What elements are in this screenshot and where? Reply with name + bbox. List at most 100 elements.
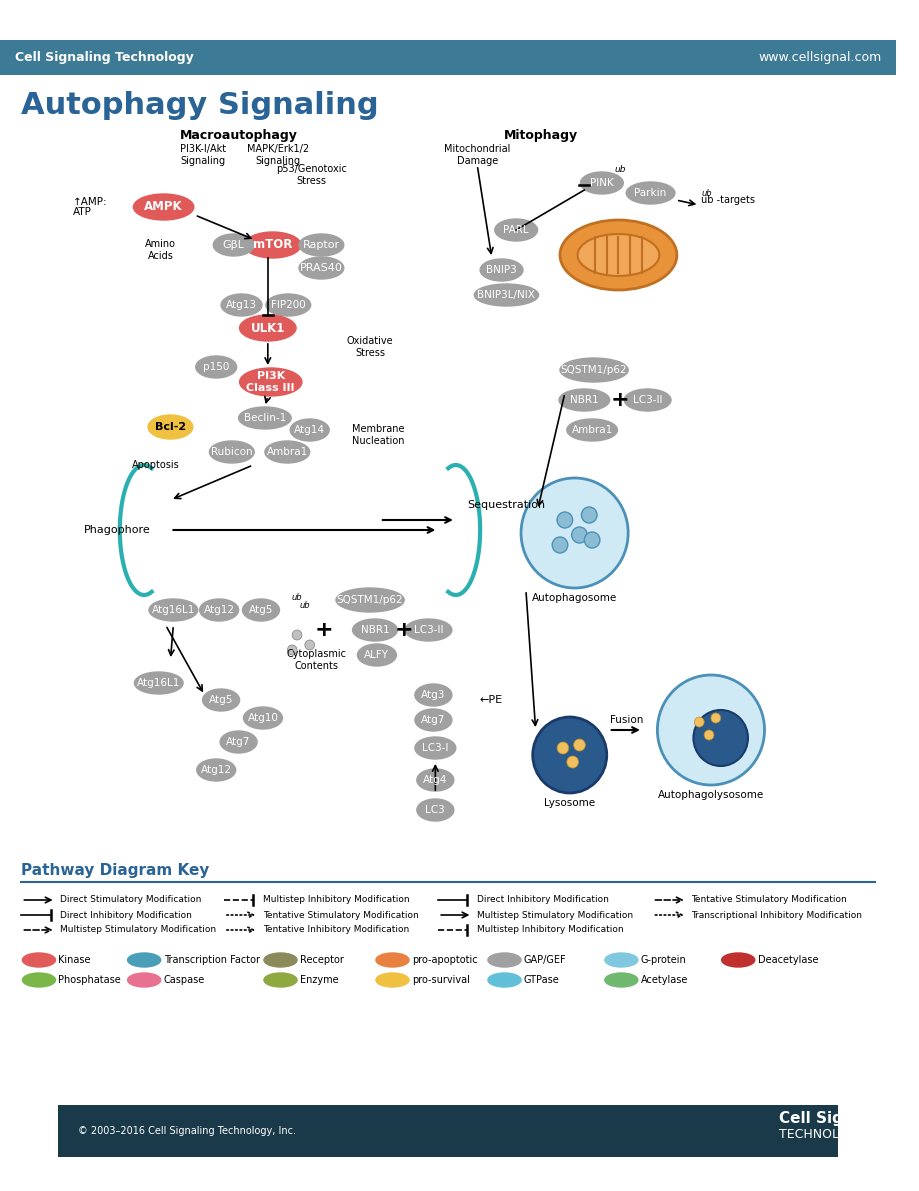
- Text: Atg12: Atg12: [200, 765, 232, 775]
- Text: Mitochondrial
Damage: Mitochondrial Damage: [444, 144, 510, 166]
- Text: Autophagosome: Autophagosome: [531, 593, 617, 603]
- Ellipse shape: [560, 358, 628, 382]
- Ellipse shape: [487, 953, 520, 967]
- Text: Atg7: Atg7: [226, 737, 251, 747]
- Text: ALFY: ALFY: [364, 650, 389, 660]
- Text: PI3K-I/Akt
Signaling: PI3K-I/Akt Signaling: [179, 144, 225, 166]
- Circle shape: [694, 717, 703, 727]
- Text: mTOR: mTOR: [253, 238, 292, 251]
- Text: Cytoplasmic
Contents: Cytoplasmic Contents: [286, 649, 346, 671]
- Text: Autophagy Signaling: Autophagy Signaling: [21, 91, 379, 119]
- Ellipse shape: [480, 258, 522, 281]
- Text: p150: p150: [203, 362, 229, 372]
- Text: ATP: ATP: [73, 207, 92, 217]
- Text: GAP/GEF: GAP/GEF: [524, 955, 566, 965]
- Circle shape: [557, 512, 572, 528]
- Text: GβL: GβL: [222, 241, 244, 250]
- Text: Deacetylase: Deacetylase: [757, 955, 817, 965]
- Circle shape: [287, 646, 297, 655]
- Circle shape: [292, 630, 301, 640]
- Bar: [0, 40, 895, 75]
- Ellipse shape: [133, 194, 194, 220]
- Ellipse shape: [720, 953, 754, 967]
- Circle shape: [566, 756, 578, 768]
- Text: ub: ub: [614, 166, 626, 175]
- Text: Atg5: Atg5: [248, 605, 273, 615]
- Text: AMPK: AMPK: [144, 200, 183, 213]
- Text: Raptor: Raptor: [302, 241, 340, 250]
- Text: Ambra1: Ambra1: [571, 425, 612, 435]
- Ellipse shape: [566, 419, 617, 441]
- Text: © 2003–2016 Cell Signaling Technology, Inc.: © 2003–2016 Cell Signaling Technology, I…: [78, 1125, 296, 1136]
- Ellipse shape: [357, 644, 396, 666]
- Text: Membrane
Nucleation: Membrane Nucleation: [351, 424, 403, 445]
- Text: Mitophagy: Mitophagy: [503, 129, 577, 142]
- Text: Bcl-2: Bcl-2: [154, 422, 186, 432]
- Ellipse shape: [414, 737, 455, 759]
- Text: Pathway Diagram Key: Pathway Diagram Key: [21, 862, 210, 878]
- Text: ub: ub: [700, 188, 711, 198]
- Text: +: +: [610, 389, 629, 410]
- Text: +: +: [314, 621, 334, 640]
- Text: Sequestration: Sequestration: [467, 500, 545, 510]
- Ellipse shape: [22, 973, 55, 987]
- Ellipse shape: [577, 233, 659, 276]
- Text: Transcription Factor: Transcription Factor: [164, 955, 259, 965]
- Ellipse shape: [414, 709, 451, 731]
- Text: Phagophore: Phagophore: [84, 525, 150, 535]
- Text: ub -targets: ub -targets: [700, 195, 754, 205]
- Text: PARL: PARL: [503, 225, 528, 235]
- Ellipse shape: [264, 973, 297, 987]
- Circle shape: [573, 738, 584, 752]
- Text: pro-apoptotic: pro-apoptotic: [412, 955, 477, 965]
- Ellipse shape: [239, 368, 301, 395]
- Text: SQSTM1/p62: SQSTM1/p62: [336, 596, 403, 605]
- Text: Atg13: Atg13: [226, 300, 256, 310]
- Ellipse shape: [199, 599, 238, 621]
- Ellipse shape: [474, 283, 538, 306]
- Ellipse shape: [134, 672, 183, 694]
- Text: Parkin: Parkin: [634, 188, 666, 198]
- Ellipse shape: [604, 953, 637, 967]
- Text: Autophagolysosome: Autophagolysosome: [657, 790, 764, 800]
- Text: BNIP3: BNIP3: [485, 266, 516, 275]
- Ellipse shape: [376, 973, 409, 987]
- Ellipse shape: [414, 684, 451, 706]
- Text: ub: ub: [291, 593, 302, 603]
- Text: FIP200: FIP200: [270, 300, 305, 310]
- Text: GTPase: GTPase: [524, 975, 559, 985]
- Text: Multistep Stimulatory Modification: Multistep Stimulatory Modification: [61, 925, 216, 935]
- Ellipse shape: [376, 953, 409, 967]
- Ellipse shape: [559, 389, 609, 411]
- Text: ub: ub: [300, 601, 310, 611]
- Text: Lysosome: Lysosome: [543, 798, 595, 807]
- Text: Multistep Stimulatory Modification: Multistep Stimulatory Modification: [477, 910, 632, 919]
- Text: Atg10: Atg10: [247, 713, 278, 723]
- Circle shape: [703, 730, 713, 740]
- Text: Phosphatase: Phosphatase: [59, 975, 121, 985]
- Text: Atg4: Atg4: [423, 775, 447, 785]
- Text: Transcriptional Inhibitory Modification: Transcriptional Inhibitory Modification: [691, 910, 861, 919]
- Ellipse shape: [289, 419, 329, 441]
- Text: Macroautophagy: Macroautophagy: [179, 129, 297, 142]
- Text: LC3-I: LC3-I: [422, 743, 448, 753]
- Ellipse shape: [487, 973, 520, 987]
- Circle shape: [581, 507, 596, 523]
- Ellipse shape: [244, 232, 301, 258]
- Text: Atg7: Atg7: [421, 715, 445, 725]
- Text: Amino
Acids: Amino Acids: [145, 239, 176, 261]
- Text: Ambra1: Ambra1: [267, 447, 308, 457]
- Circle shape: [532, 717, 607, 793]
- Ellipse shape: [148, 414, 193, 439]
- Ellipse shape: [416, 769, 453, 791]
- Text: Tentative Inhibitory Modification: Tentative Inhibitory Modification: [263, 925, 409, 935]
- Text: G-protein: G-protein: [641, 955, 686, 965]
- Text: ULK1: ULK1: [250, 322, 285, 335]
- Text: Tentative Stimulatory Modification: Tentative Stimulatory Modification: [263, 910, 418, 919]
- Ellipse shape: [264, 953, 297, 967]
- Ellipse shape: [352, 619, 397, 641]
- Ellipse shape: [149, 599, 198, 621]
- Text: Rubicon: Rubicon: [210, 447, 253, 457]
- Ellipse shape: [244, 707, 282, 729]
- Ellipse shape: [265, 441, 310, 463]
